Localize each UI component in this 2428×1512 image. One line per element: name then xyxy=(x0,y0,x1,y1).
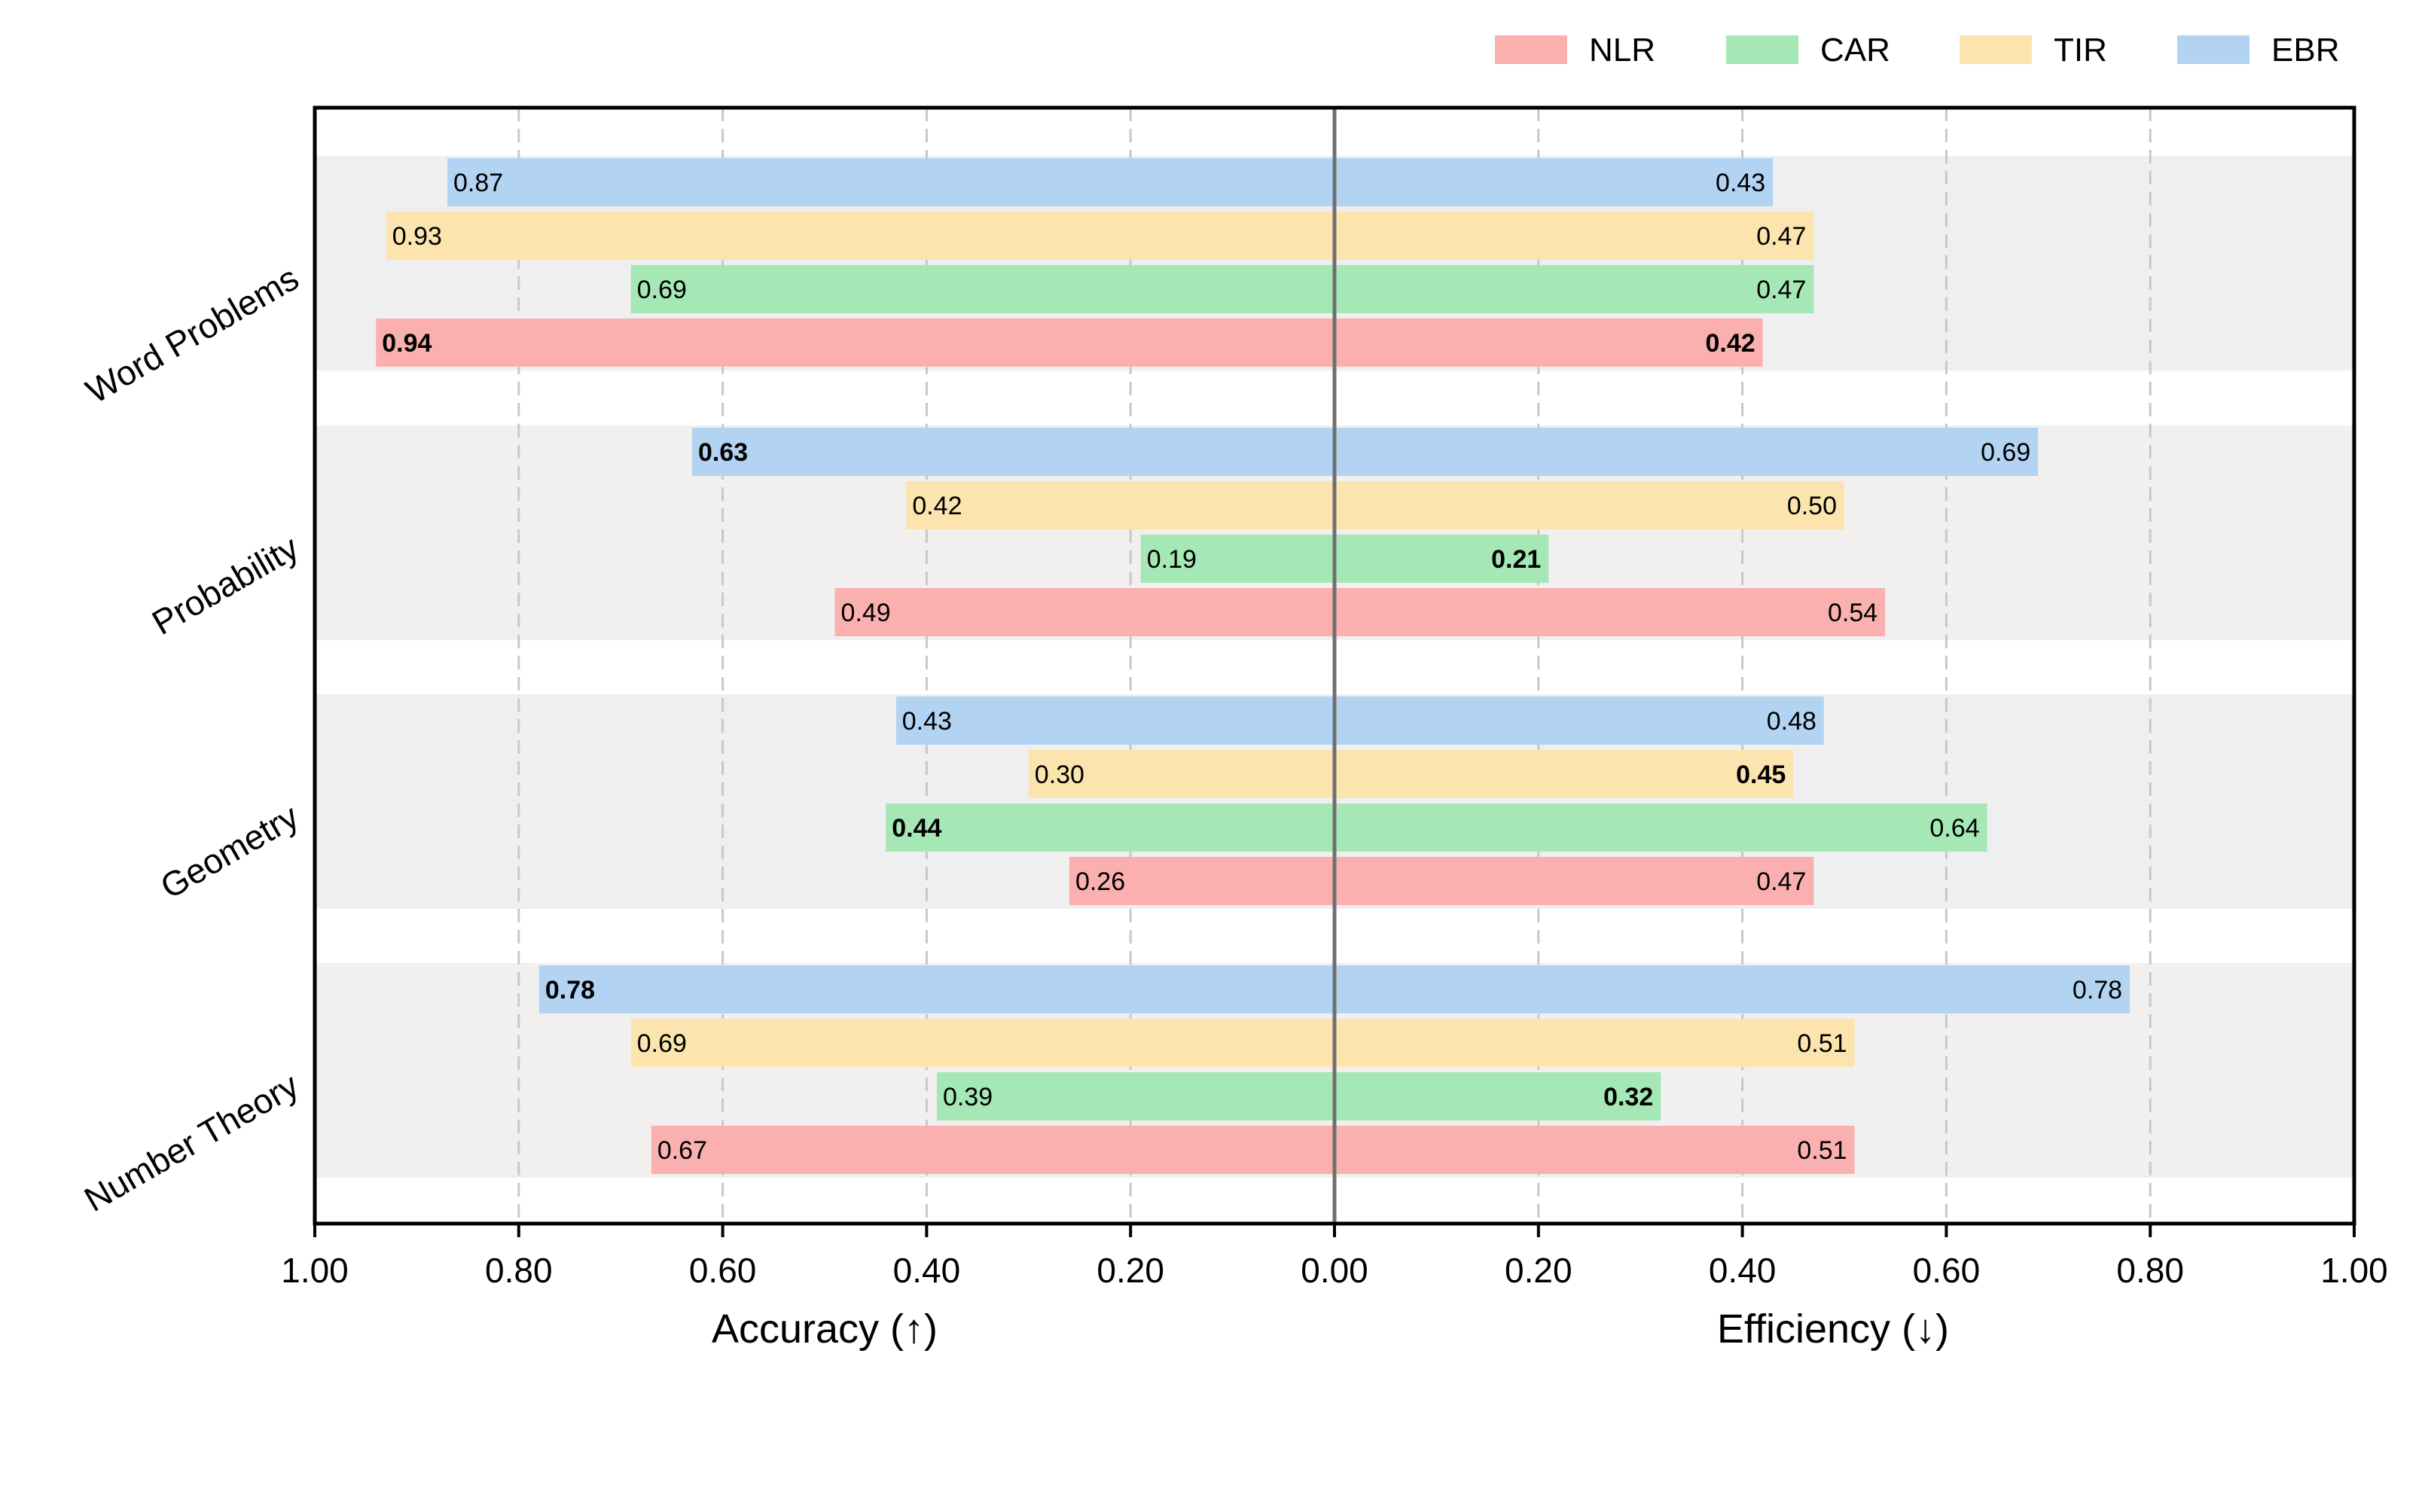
category-label-word-problems: Word Problems xyxy=(79,258,305,411)
bar-accuracy-probability-nlr xyxy=(834,588,1334,636)
bar-accuracy-probability-car xyxy=(1140,535,1334,583)
bar-efficiency-number-theory-nlr xyxy=(1334,1126,1855,1174)
legend: NLR CAR TIR EBR xyxy=(1495,32,2339,69)
bar-efficiency-geometry-ebr xyxy=(1334,697,1824,745)
label-efficiency-probability-nlr: 0.54 xyxy=(1828,599,1877,627)
bar-accuracy-word-problems-tir xyxy=(386,212,1334,260)
label-accuracy-geometry-ebr: 0.43 xyxy=(902,707,952,736)
tick-label-eff-0.80: 0.80 xyxy=(2116,1251,2184,1290)
bar-efficiency-probability-car xyxy=(1334,535,1549,583)
label-efficiency-number-theory-tir: 0.51 xyxy=(1797,1029,1847,1058)
bar-efficiency-probability-ebr xyxy=(1334,428,2039,476)
category-label-probability: Probability xyxy=(145,528,305,642)
label-accuracy-word-problems-tir: 0.93 xyxy=(392,222,442,251)
tick-label-acc-0.80: 0.80 xyxy=(485,1251,553,1290)
label-efficiency-word-problems-tir: 0.47 xyxy=(1756,222,1806,251)
bar-accuracy-geometry-tir xyxy=(1028,750,1334,798)
bar-labels: 0.87 0.43 0.93 0.47 0.69 0.47 0.94 0.42 0.63 0.69… xyxy=(382,169,2122,1165)
bar-accuracy-number-theory-tir xyxy=(630,1019,1334,1067)
label-efficiency-word-problems-nlr: 0.42 xyxy=(1705,329,1755,358)
label-accuracy-word-problems-car: 0.69 xyxy=(637,276,687,304)
bar-accuracy-number-theory-nlr xyxy=(651,1126,1334,1174)
label-efficiency-number-theory-car: 0.32 xyxy=(1603,1083,1653,1111)
legend-label-ebr: EBR xyxy=(2271,32,2339,69)
bar-accuracy-word-problems-ebr xyxy=(447,158,1334,206)
category-labels: Word Problems Probability Geometry Number T… xyxy=(78,258,305,1219)
tick-label-acc-0.60: 0.60 xyxy=(689,1251,757,1290)
bar-efficiency-probability-nlr xyxy=(1334,588,1886,636)
label-efficiency-number-theory-ebr: 0.78 xyxy=(2073,976,2122,1004)
label-efficiency-geometry-ebr: 0.48 xyxy=(1767,707,1816,736)
label-efficiency-probability-car: 0.21 xyxy=(1491,545,1541,574)
x-ticks: 1.00 0.80 0.60 0.40 0.20 0.00 0.20 0.40 0.60 0.80… xyxy=(281,1224,2388,1290)
label-accuracy-number-theory-nlr: 0.67 xyxy=(657,1136,707,1165)
bar-efficiency-word-problems-car xyxy=(1334,265,1814,313)
label-accuracy-probability-tir: 0.42 xyxy=(912,492,962,520)
bar-efficiency-geometry-tir xyxy=(1334,750,1794,798)
bar-efficiency-word-problems-ebr xyxy=(1334,158,1774,206)
tick-label-eff-0.40: 0.40 xyxy=(1709,1251,1777,1290)
label-efficiency-probability-tir: 0.50 xyxy=(1787,492,1837,520)
category-label-number-theory: Number Theory xyxy=(78,1065,305,1219)
label-efficiency-geometry-nlr: 0.47 xyxy=(1756,867,1806,896)
label-efficiency-number-theory-nlr: 0.51 xyxy=(1797,1136,1847,1165)
bar-accuracy-geometry-nlr xyxy=(1069,857,1334,905)
legend-swatch-ebr xyxy=(2177,35,2250,64)
tick-label-eff-0.60: 0.60 xyxy=(1913,1251,1981,1290)
label-accuracy-word-problems-ebr: 0.87 xyxy=(453,169,503,197)
label-efficiency-word-problems-ebr: 0.43 xyxy=(1716,169,1765,197)
label-accuracy-geometry-tir: 0.30 xyxy=(1035,761,1084,789)
bar-accuracy-geometry-ebr xyxy=(895,697,1334,745)
legend-swatch-car xyxy=(1726,35,1798,64)
bar-accuracy-probability-ebr xyxy=(691,428,1334,476)
bar-accuracy-number-theory-car xyxy=(936,1072,1334,1120)
label-accuracy-probability-car: 0.19 xyxy=(1147,545,1197,574)
bar-efficiency-number-theory-ebr xyxy=(1334,965,2131,1014)
bar-efficiency-geometry-car xyxy=(1334,803,1987,852)
bar-efficiency-probability-tir xyxy=(1334,481,1844,529)
accuracy-axis-label: Accuracy (↑) xyxy=(712,1306,938,1352)
label-accuracy-probability-ebr: 0.63 xyxy=(698,438,748,467)
bar-efficiency-word-problems-nlr xyxy=(1334,319,1763,367)
label-accuracy-word-problems-nlr: 0.94 xyxy=(382,329,432,358)
bar-accuracy-number-theory-ebr xyxy=(538,965,1334,1014)
label-efficiency-geometry-tir: 0.45 xyxy=(1736,761,1786,789)
bar-accuracy-word-problems-nlr xyxy=(376,319,1334,367)
tick-label-acc-0.20: 0.20 xyxy=(1097,1251,1164,1290)
label-accuracy-number-theory-tir: 0.69 xyxy=(637,1029,687,1058)
legend-swatch-tir xyxy=(1960,35,2032,64)
label-accuracy-geometry-nlr: 0.26 xyxy=(1075,867,1125,896)
tick-label-acc-0.00: 0.00 xyxy=(1301,1251,1368,1290)
tick-label-eff-1.00: 1.00 xyxy=(2320,1251,2388,1290)
category-label-geometry: Geometry xyxy=(154,797,305,907)
legend-label-tir: TIR xyxy=(2054,32,2107,69)
bar-efficiency-geometry-nlr xyxy=(1334,857,1814,905)
label-accuracy-probability-nlr: 0.49 xyxy=(841,599,891,627)
bar-efficiency-number-theory-car xyxy=(1334,1072,1661,1120)
label-accuracy-number-theory-car: 0.39 xyxy=(943,1083,993,1111)
bar-accuracy-word-problems-car xyxy=(630,265,1334,313)
legend-swatch-nlr xyxy=(1495,35,1567,64)
tick-label-acc-0.40: 0.40 xyxy=(893,1251,961,1290)
bars xyxy=(376,158,2131,1174)
legend-label-nlr: NLR xyxy=(1589,32,1655,69)
tick-label-eff-0.20: 0.20 xyxy=(1505,1251,1572,1290)
label-accuracy-number-theory-ebr: 0.78 xyxy=(545,976,595,1004)
label-efficiency-word-problems-car: 0.47 xyxy=(1756,276,1806,304)
tick-label-acc-1.00: 1.00 xyxy=(281,1251,349,1290)
bar-accuracy-probability-tir xyxy=(906,481,1334,529)
label-efficiency-probability-ebr: 0.69 xyxy=(1981,438,2030,467)
bar-accuracy-geometry-car xyxy=(886,803,1334,852)
legend-label-car: CAR xyxy=(1820,32,1890,69)
bar-efficiency-word-problems-tir xyxy=(1334,212,1814,260)
label-accuracy-geometry-car: 0.44 xyxy=(892,814,941,843)
label-efficiency-geometry-car: 0.64 xyxy=(1929,814,1979,843)
efficiency-axis-label: Efficiency (↓) xyxy=(1717,1306,1949,1352)
bar-efficiency-number-theory-tir xyxy=(1334,1019,1855,1067)
